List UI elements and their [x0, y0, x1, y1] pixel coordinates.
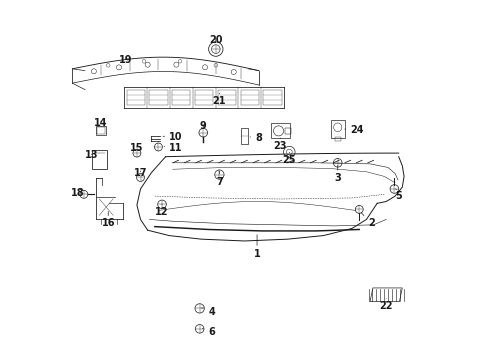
Text: 16: 16 [102, 218, 115, 228]
Text: 6: 6 [208, 327, 215, 337]
Text: 24: 24 [349, 125, 363, 135]
Text: 14: 14 [94, 118, 107, 128]
Text: 1: 1 [253, 248, 260, 258]
Text: 15: 15 [130, 143, 143, 153]
Text: 12: 12 [155, 207, 168, 217]
Text: 5: 5 [394, 191, 401, 201]
Text: 3: 3 [334, 173, 341, 183]
Text: 21: 21 [212, 96, 225, 106]
Text: 7: 7 [216, 177, 223, 187]
Text: 8: 8 [255, 133, 262, 143]
Text: 18: 18 [71, 188, 84, 198]
Text: 11: 11 [169, 143, 183, 153]
Text: 23: 23 [273, 141, 286, 151]
Text: 19: 19 [119, 55, 133, 65]
Text: 17: 17 [134, 168, 147, 178]
Text: 9: 9 [200, 121, 206, 131]
Text: 10: 10 [169, 132, 183, 142]
Text: 4: 4 [208, 307, 215, 316]
Text: 13: 13 [85, 150, 98, 160]
Text: 20: 20 [209, 35, 222, 45]
Text: 25: 25 [282, 155, 295, 165]
Text: 22: 22 [379, 301, 392, 311]
Text: 2: 2 [367, 218, 374, 228]
